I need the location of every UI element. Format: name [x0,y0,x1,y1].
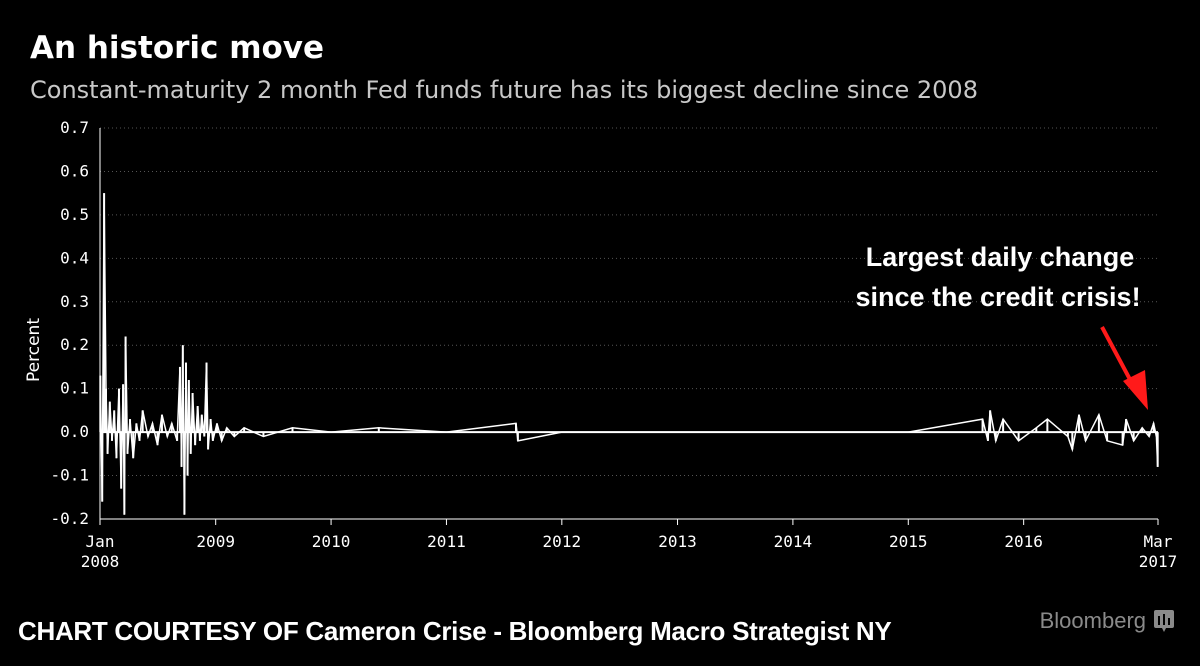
y-tick-label: 0.7 [60,118,89,137]
y-tick-label: 0.0 [60,422,89,441]
x-tick-label: 2016 [1004,532,1043,551]
y-tick-label: 0.4 [60,248,89,267]
x-tick-label: Mar [1144,532,1173,551]
y-tick-label: 0.1 [60,379,89,398]
chart-subtitle: Constant-maturity 2 month Fed funds futu… [30,76,978,104]
chart-credit: CHART COURTESY OF Cameron Crise - Bloomb… [18,616,892,646]
x-tick-label: Jan [86,532,115,551]
x-tick-label-year: 2017 [1139,552,1178,571]
y-tick-label: 0.6 [60,161,89,180]
y-tick-label: 0.5 [60,205,89,224]
annotation-line-2: since the credit crisis! [855,282,1140,312]
annotation-line-1: Largest daily change [866,242,1135,272]
series-line [99,193,1159,515]
x-tick-label: 2015 [889,532,928,551]
y-tick-label: 0.2 [60,335,89,354]
x-tick-label: 2010 [312,532,351,551]
x-tick-label: 2014 [774,532,813,551]
chart-svg: 0.7 0.6 0.5 0.4 0.3 0.2 0.1 0.0 -0.1 -0.2 Jan2008… [24,118,1178,571]
y-axis-label: Percent [24,318,44,382]
y-tick-label: -0.1 [50,466,89,485]
bloomberg-logo: Bloomberg [1039,608,1146,633]
x-tick-label-year: 2008 [81,552,120,571]
y-tick-label: -0.2 [50,509,89,528]
chart-title: An historic move [30,30,325,66]
x-tick-label: 2011 [427,532,466,551]
x-tick-label: 2009 [196,532,235,551]
x-tick-label: 2012 [543,532,582,551]
y-axis-ticks: 0.7 0.6 0.5 0.4 0.3 0.2 0.1 0.0 -0.1 -0.2 [50,118,89,528]
series-plot-area [99,193,1159,515]
arrow-icon [1100,326,1148,410]
x-tick-label: 2013 [658,532,697,551]
y-tick-label: 0.3 [60,292,89,311]
bloomberg-terminal-icon [1154,610,1174,632]
annotation: Largest daily change since the credit cr… [855,242,1148,410]
